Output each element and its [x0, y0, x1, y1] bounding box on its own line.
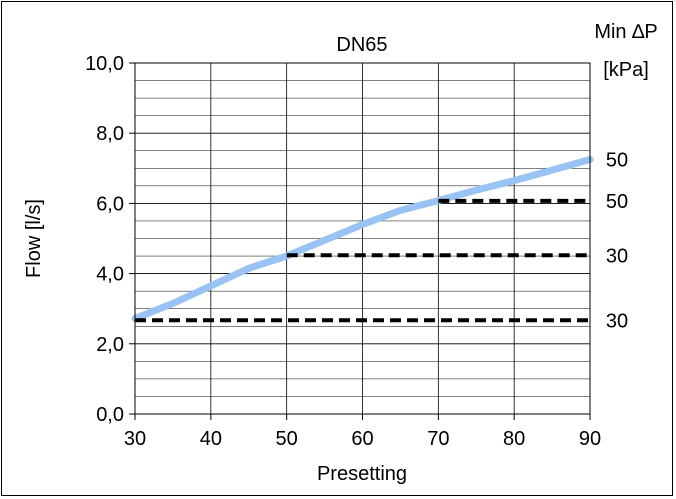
y-tick-label: 4,0: [96, 264, 124, 286]
chart-title: DN65: [336, 34, 387, 56]
x-tick-label: 30: [124, 428, 146, 450]
y-tick-label: 8,0: [96, 123, 124, 145]
min-dp-value-label: 30: [606, 310, 628, 332]
right-axis-title-line2: [kPa]: [603, 59, 649, 81]
right-axis-title-line1: Min ∆P: [594, 21, 657, 43]
grid-lines: [135, 63, 590, 414]
series-lines: [131, 156, 594, 323]
x-tick-label: 90: [579, 428, 601, 450]
x-tick-label: 50: [276, 428, 298, 450]
x-axis-label: Presetting: [317, 463, 407, 485]
y-tick-label: 0,0: [96, 404, 124, 426]
min-dp-value-label: 30: [606, 245, 628, 267]
x-tick-label: 80: [503, 428, 525, 450]
x-tick-label: 70: [427, 428, 449, 450]
y-tick-label: 10,0: [85, 53, 124, 75]
y-axis-label: Flow [l/s]: [23, 199, 45, 278]
flow-curve: [131, 156, 594, 322]
y-tick-label: 2,0: [96, 334, 124, 356]
axis-ticks: 30 40 50 60 70 80 90 0,0 2,0 4,0 6,0 8,0 10,0 50 50 30 3…: [85, 53, 628, 450]
y-tick-label: 6,0: [96, 193, 124, 215]
x-tick-label: 40: [200, 428, 222, 450]
x-tick-label: 60: [351, 428, 373, 450]
min-dp-value-label: 50: [606, 150, 628, 172]
min-dp-value-label: 50: [606, 191, 628, 213]
